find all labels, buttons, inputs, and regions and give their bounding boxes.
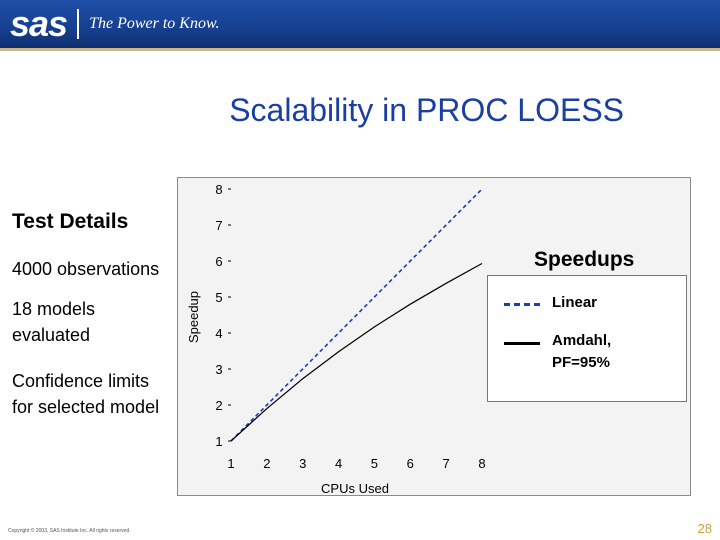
sas-header-bar: sas The Power to Know. (0, 0, 720, 48)
x-tick-label: 5 (371, 456, 378, 471)
tagline: The Power to Know. (89, 15, 220, 32)
sas-logo-mark: sas (10, 3, 68, 44)
legend-title: Speedups (534, 248, 635, 271)
header-rule (0, 48, 720, 51)
x-tick-label: 1 (227, 456, 234, 471)
observations-text: 4000 observations (12, 256, 160, 282)
copyright-notice: Copyright © 2003, SAS Institute Inc. All… (8, 528, 131, 534)
legend-amdahl-label: Amdahl, PF=95% (552, 332, 612, 371)
y-tick-label: 8 (215, 182, 222, 197)
x-axis-label: CPUs Used (321, 481, 389, 496)
x-tick-label: 7 (443, 456, 450, 471)
legend-linear-label: Linear (552, 294, 598, 311)
y-axis-label: Speedup (186, 291, 201, 343)
linear-series-line (230, 188, 483, 442)
y-tick-label: 5 (215, 290, 222, 305)
linear-swatch (504, 303, 540, 306)
y-tick-label: 6 (215, 254, 222, 269)
sas-logo: sas The Power to Know. (10, 3, 220, 44)
confidence-text: Confidence limits for selected model (12, 371, 160, 417)
x-tick-label: 3 (299, 456, 306, 471)
models-text: 18 models evaluated (12, 299, 96, 345)
y-tick-label: 2 (215, 398, 222, 413)
y-tick-label: 3 (215, 362, 222, 377)
x-tick-label: 2 (263, 456, 270, 471)
logo-divider (77, 9, 80, 39)
page-number: 28 (697, 521, 712, 536)
x-tick-label: 6 (407, 456, 414, 471)
y-tick-label: 1 (215, 434, 222, 449)
amdahl-swatch (504, 342, 540, 345)
speedup-chart: 1 2 3 4 5 6 7 8 1 2 3 4 5 6 7 8 Speedup CPUs Used (186, 182, 486, 496)
x-tick-label: 8 (478, 456, 485, 471)
y-tick-label: 4 (215, 326, 222, 341)
slide-title: Scalability in PROC LOESS (229, 92, 624, 128)
y-tick-label: 7 (215, 218, 222, 233)
x-tick-label: 4 (335, 456, 342, 471)
chart-legend: Linear Amdahl, PF=95% (487, 275, 687, 402)
test-details-heading: Test Details (12, 210, 129, 233)
amdahl-series-line (230, 262, 483, 442)
